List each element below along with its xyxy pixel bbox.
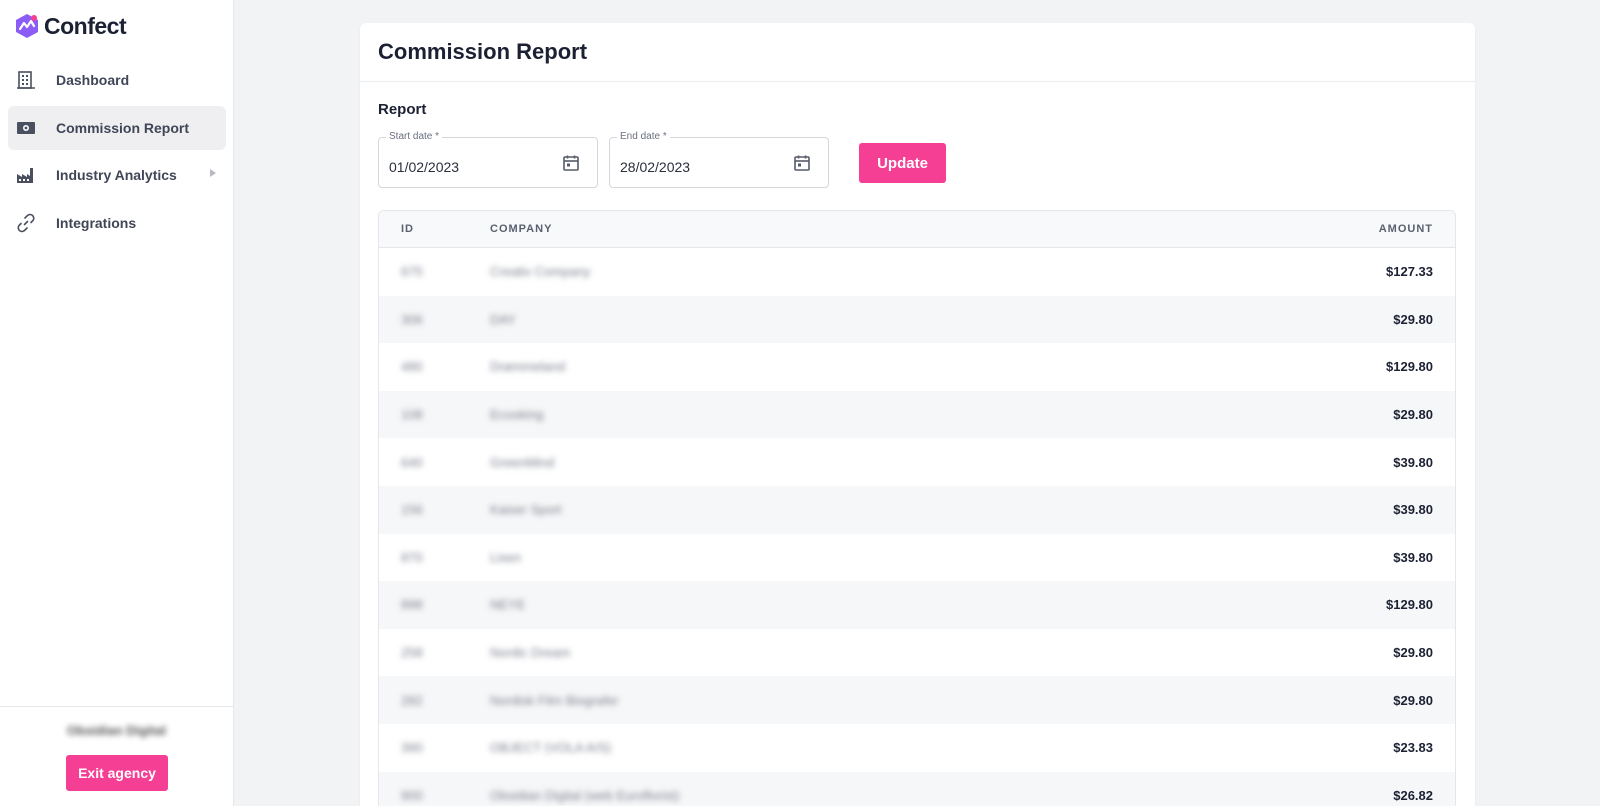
table-row[interactable]: 282 Nordisk Film Biografer $29.80 (379, 676, 1455, 724)
end-date-field[interactable]: End date * 28/02/2023 (609, 131, 829, 188)
cell-company: Kaiser Sport (490, 502, 562, 518)
cell-amount: $39.80 (1393, 454, 1433, 470)
organization-name: Obsidian Digital (67, 723, 166, 738)
cell-id: 640 (401, 454, 423, 470)
table-row[interactable]: 900 Obsidian Digital (web Euroflorist) $26… (379, 771, 1455, 806)
table-row[interactable]: 898 NEYE $129.80 (379, 581, 1455, 629)
table-row[interactable]: 480 Drømmeland $129.80 (379, 343, 1455, 391)
brand-name: Confect (44, 12, 127, 39)
table-row[interactable]: 108 Ecooking $29.80 (379, 390, 1455, 439)
cell-company: Nordisk Film Biografer (490, 692, 619, 708)
table-row[interactable]: 156 Kaiser Sport $39.80 (379, 485, 1455, 534)
cell-amount: $129.80 (1386, 359, 1433, 375)
column-header-amount[interactable]: AMOUNT (1378, 223, 1433, 235)
expand-arrow-icon[interactable] (210, 169, 216, 177)
cell-amount: $29.80 (1393, 407, 1433, 423)
cell-amount: $29.80 (1393, 692, 1433, 708)
table-row[interactable]: 870 Lisen $39.80 (379, 534, 1455, 582)
money-icon (16, 118, 36, 138)
cell-id: 390 (401, 740, 423, 756)
exit-agency-button[interactable]: Exit agency (66, 755, 168, 791)
cell-amount: $39.80 (1393, 502, 1433, 518)
column-header-id[interactable]: ID (401, 223, 414, 235)
calendar-icon[interactable] (562, 154, 580, 172)
cell-amount: $29.80 (1393, 645, 1433, 661)
update-button[interactable]: Update (859, 143, 946, 183)
end-date-value[interactable]: 28/02/2023 (620, 159, 691, 175)
commission-table: ID COMPANY AMOUNT 675 Creativ Company $127… (378, 210, 1456, 806)
cell-id: 156 (401, 502, 423, 518)
cell-amount: $39.80 (1393, 549, 1433, 565)
building-icon (16, 70, 36, 90)
column-header-company[interactable]: COMPANY (490, 223, 553, 235)
cell-id: 480 (401, 359, 423, 375)
factory-icon (16, 165, 36, 185)
section-title: Report (378, 101, 427, 118)
cell-company: DAY (490, 311, 516, 327)
start-date-label: Start date * (386, 131, 443, 142)
cell-id: 898 (401, 597, 423, 613)
end-date-label: End date * (617, 131, 670, 142)
cell-company: Nordic Dream (490, 645, 571, 661)
table-row[interactable]: 306 DAY $29.80 (379, 295, 1455, 344)
sidebar-item-label: Integrations (56, 214, 137, 231)
cell-id: 900 (401, 787, 423, 803)
table-header: ID COMPANY AMOUNT (379, 211, 1455, 248)
sidebar-item-label: Dashboard (56, 72, 130, 88)
table-row[interactable]: 258 Nordic Dream $29.80 (379, 629, 1455, 677)
sidebar-item-industry-analytics[interactable]: Industry Analytics (8, 153, 226, 197)
cell-amount: $26.82 (1393, 787, 1433, 803)
confect-logo-icon (16, 14, 38, 38)
sidebar-footer: Obsidian Digital Exit agency (0, 706, 233, 806)
table-row[interactable]: 675 Creativ Company $127.33 (379, 248, 1455, 296)
cell-id: 258 (401, 645, 423, 661)
table-body: 675 Creativ Company $127.33 306 DAY $29.80 480… (379, 248, 1455, 806)
cell-company: Ecooking (490, 407, 544, 423)
cell-amount: $23.83 (1393, 740, 1433, 756)
start-date-field[interactable]: Start date * 01/02/2023 (378, 131, 598, 188)
sidebar-item-label: Commission Report (56, 119, 190, 136)
cell-amount: $129.80 (1386, 597, 1433, 613)
sidebar-item-commission-report[interactable]: Commission Report (8, 105, 226, 150)
cell-company: Lisen (490, 549, 522, 565)
brand-logo[interactable]: Confect (14, 12, 127, 40)
cell-id: 108 (401, 407, 423, 423)
cell-company: NEYE (490, 597, 526, 613)
cell-amount: $127.33 (1386, 264, 1433, 280)
sidebar: Confect Dashboard Commission Report Indu… (0, 0, 234, 806)
card-header: Commission Report (360, 23, 1475, 82)
cell-id: 675 (401, 264, 423, 280)
start-date-value[interactable]: 01/02/2023 (389, 159, 460, 175)
cell-amount: $29.80 (1393, 311, 1433, 327)
cell-id: 870 (401, 549, 423, 565)
sidebar-item-label: Industry Analytics (56, 167, 177, 183)
table-row[interactable]: 640 GreenMind $39.80 (379, 438, 1455, 486)
page-title: Commission Report (378, 39, 588, 64)
sidebar-item-integrations[interactable]: Integrations (8, 201, 226, 245)
cell-company: Obsidian Digital (web Euroflorist) (490, 787, 680, 803)
cell-company: Creativ Company (490, 264, 591, 280)
table-row[interactable]: 390 OBJECT (VOLA A/S) $23.83 (379, 724, 1455, 772)
link-icon (16, 213, 36, 233)
sidebar-item-dashboard[interactable]: Dashboard (8, 58, 226, 102)
calendar-icon[interactable] (793, 154, 811, 172)
sidebar-nav: Dashboard Commission Report Industry Ana… (8, 58, 226, 248)
cell-id: 282 (401, 692, 423, 708)
cell-company: Drømmeland (490, 359, 566, 375)
cell-company: GreenMind (490, 454, 555, 470)
report-card: Commission Report Report Start date * 01… (360, 23, 1475, 806)
cell-id: 306 (401, 311, 423, 327)
cell-company: OBJECT (VOLA A/S) (490, 740, 612, 756)
